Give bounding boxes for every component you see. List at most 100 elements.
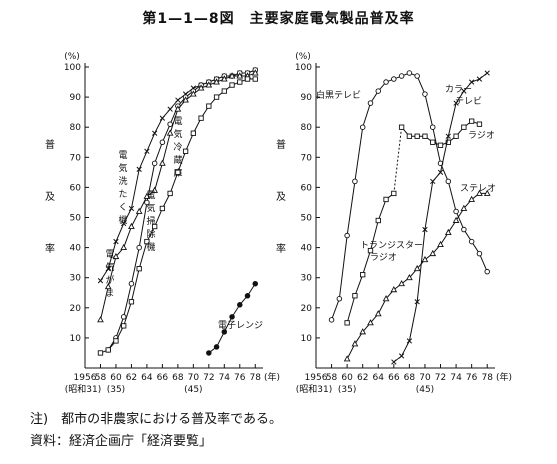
data-point <box>175 169 181 175</box>
series-line <box>346 192 488 360</box>
data-point <box>97 350 104 356</box>
data-point <box>159 115 166 121</box>
y-unit-label: (%) <box>295 52 311 62</box>
data-point <box>213 94 220 100</box>
x-tick-label: 62 <box>357 373 368 383</box>
data-point <box>251 69 259 76</box>
x-tick-label: 64 <box>141 373 153 383</box>
data-point <box>144 199 150 206</box>
data-point <box>213 78 220 85</box>
data-point <box>128 205 135 212</box>
series-電子レンジ: 電子レンジ <box>206 280 263 356</box>
data-point <box>182 96 189 103</box>
data-point <box>429 249 437 257</box>
data-point <box>398 353 405 359</box>
data-point <box>120 243 128 251</box>
data-point <box>206 103 212 109</box>
series-label: 電 <box>105 249 114 260</box>
data-point <box>359 124 366 130</box>
y-tick-label: 50 <box>301 214 313 224</box>
data-point <box>220 75 228 82</box>
x-tick-label: 78 <box>481 373 493 383</box>
series-label: 蔵 <box>173 154 182 166</box>
series-label: トランジスター <box>360 240 423 251</box>
data-point <box>468 79 475 85</box>
data-point <box>406 70 413 76</box>
x-tick-label: 58 <box>95 373 107 383</box>
data-point <box>336 296 343 302</box>
x-tick-label: 60 <box>110 373 122 383</box>
data-point <box>152 223 158 230</box>
data-point <box>252 280 259 287</box>
x-tick-label: 78 <box>250 373 262 383</box>
data-point <box>174 105 182 112</box>
y-axis-label: 及 <box>276 191 286 203</box>
series-line-dashed <box>393 127 403 194</box>
data-point <box>476 250 483 257</box>
y-axis-label: 普 <box>45 138 55 151</box>
data-point <box>398 279 405 287</box>
data-point <box>460 204 468 211</box>
data-point <box>167 106 173 112</box>
data-point <box>406 273 413 281</box>
series-label: ま <box>105 288 114 299</box>
data-point <box>367 100 374 106</box>
y-tick-label: 10 <box>301 334 313 344</box>
data-point <box>237 302 243 308</box>
series-label: 電子レンジ <box>218 320 263 331</box>
data-point <box>445 139 451 145</box>
data-point <box>97 316 104 323</box>
data-point <box>414 133 420 139</box>
data-point <box>190 130 196 136</box>
y-tick-label: 90 <box>70 93 82 103</box>
x-tick-label: 68 <box>172 373 184 383</box>
series-label: 電 <box>146 190 155 201</box>
data-point <box>430 178 436 185</box>
data-point <box>422 91 428 97</box>
data-point <box>406 338 413 344</box>
data-point <box>121 220 127 227</box>
data-point <box>104 282 112 290</box>
data-point <box>136 266 142 272</box>
data-point <box>391 359 397 365</box>
series-label: 除 <box>146 228 155 240</box>
data-point <box>406 133 413 139</box>
series-label: 冷 <box>173 141 182 153</box>
y-tick-label: 80 <box>70 123 82 133</box>
data-point <box>461 124 467 130</box>
data-point <box>476 76 483 82</box>
data-point <box>159 205 166 212</box>
data-point <box>453 133 459 139</box>
data-point <box>445 178 452 185</box>
data-point <box>383 196 389 203</box>
data-point <box>468 238 475 245</box>
data-point <box>351 340 359 347</box>
y-tick-label: 80 <box>301 123 313 133</box>
data-point <box>476 121 483 127</box>
source-note: 資料：経済企画庁「経済要覧」 <box>30 434 213 449</box>
data-point <box>421 255 429 263</box>
series-label: 白黒テレビ <box>316 89 361 101</box>
data-point <box>244 293 251 299</box>
data-point <box>105 266 111 272</box>
x-tick-label: 64 <box>373 373 385 383</box>
data-point <box>437 142 444 148</box>
x-tick-label: 72 <box>203 373 214 383</box>
y-axis-label: 率 <box>45 242 55 255</box>
y-tick-label: 60 <box>301 183 313 193</box>
data-point <box>159 159 166 166</box>
y-tick-label: 100 <box>295 63 312 73</box>
series-label: く <box>118 203 127 213</box>
data-point <box>461 88 467 94</box>
data-point <box>166 129 174 136</box>
data-point <box>391 76 397 82</box>
x-tick-label: 76 <box>234 373 246 383</box>
data-point <box>189 90 197 97</box>
series-label: が <box>105 274 114 286</box>
data-point <box>128 280 135 287</box>
data-point <box>476 189 483 196</box>
